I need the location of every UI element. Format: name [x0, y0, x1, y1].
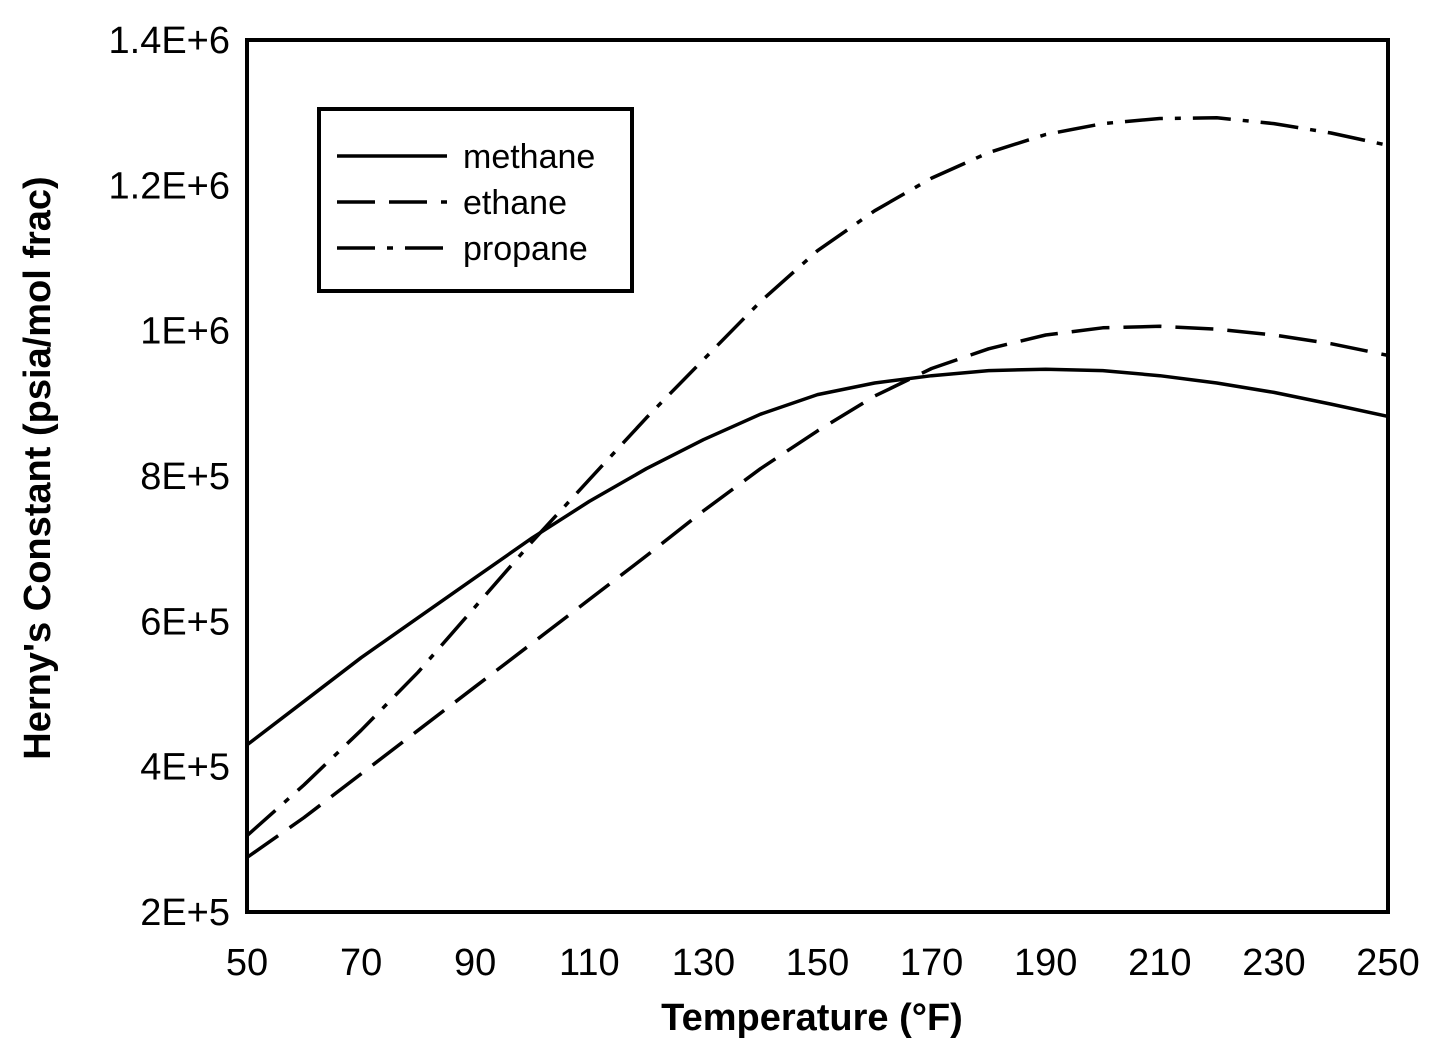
legend-label-propane: propane: [463, 230, 588, 268]
y-tick-label: 6E+5: [140, 601, 230, 643]
x-tick-label: 230: [1242, 942, 1305, 984]
x-tick-label: 250: [1356, 942, 1419, 984]
x-axis-title: Temperature (°F): [661, 997, 963, 1039]
legend-box: [317, 107, 634, 293]
y-tick-label: 1E+6: [140, 311, 230, 353]
x-axis-ticks: 50 70 90 110 130 150 170 190 210 230 250: [226, 942, 1420, 984]
x-tick-label: 90: [454, 942, 496, 984]
legend-items: methane ethane propane: [337, 138, 595, 268]
series-line-methane: [245, 367, 1389, 747]
series-layer: [245, 116, 1389, 859]
y-tick-label: 1.2E+6: [109, 165, 231, 207]
y-axis-ticks: 2E+5 4E+5 6E+5 8E+5 1E+6 1.2E+6 1.4E+6: [109, 20, 231, 934]
series-line-ethane: [245, 324, 1389, 859]
series-line-propane: [245, 116, 1389, 838]
y-tick-label: 8E+5: [140, 456, 230, 498]
legend-label-ethane: ethane: [463, 184, 567, 222]
x-tick-label: 70: [340, 942, 382, 984]
x-tick-label: 190: [1014, 942, 1077, 984]
legend-entry-ethane: ethane: [337, 184, 567, 222]
x-tick-label: 50: [226, 942, 268, 984]
x-tick-label: 210: [1128, 942, 1191, 984]
legend: methane ethane propane: [317, 107, 634, 293]
x-tick-label: 110: [559, 942, 620, 984]
legend-label-methane: methane: [463, 138, 595, 176]
plot-frame: [245, 38, 1390, 914]
x-tick-label: 130: [672, 942, 735, 984]
y-axis-title: Herny's Constant (psia/mol frac): [17, 176, 59, 759]
y-tick-label: 4E+5: [140, 747, 230, 789]
legend-entry-methane: methane: [337, 138, 595, 176]
legend-entry-propane: propane: [337, 230, 588, 268]
x-tick-label: 170: [900, 942, 963, 984]
y-tick-label: 2E+5: [140, 892, 230, 934]
y-tick-label: 1.4E+6: [109, 20, 231, 62]
x-tick-label: 150: [786, 942, 849, 984]
